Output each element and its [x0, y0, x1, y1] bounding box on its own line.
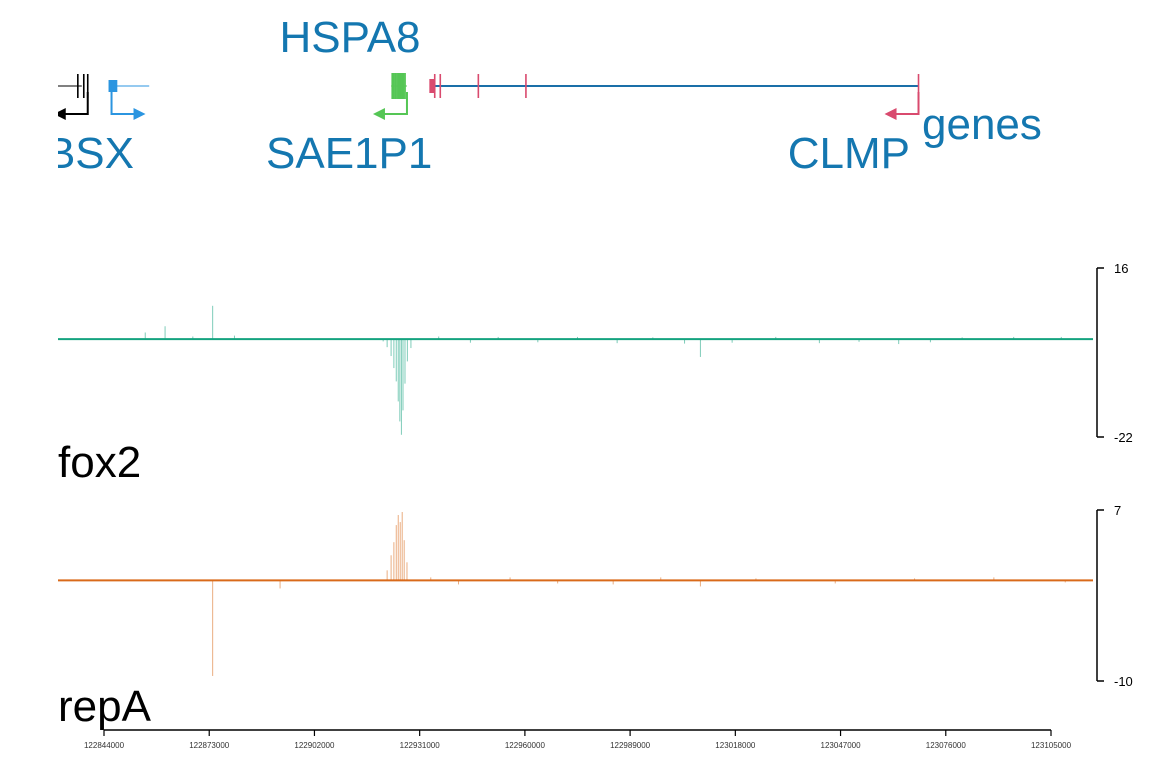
- gene-track: BSX HSPA8 SAE1P1 CLMP: [46, 13, 920, 178]
- strand-arrowhead-hspa8: [372, 108, 385, 120]
- exon: [400, 73, 403, 99]
- exon: [77, 74, 79, 98]
- gene-label-sae1p1: SAE1P1: [266, 129, 432, 178]
- track-fox2: 16 -22 fox2: [58, 261, 1133, 487]
- y-tick-label-min: -22: [1114, 430, 1133, 445]
- x-tick-label: 122873000: [189, 741, 230, 750]
- exon: [404, 73, 406, 99]
- x-tick-label: 122960000: [505, 741, 546, 750]
- track-label-repa: repA: [58, 682, 152, 731]
- y-tick-label-max: 7: [1114, 503, 1121, 518]
- gene-track-title: genes: [922, 100, 1042, 149]
- x-tick-label: 122844000: [84, 741, 125, 750]
- exon: [402, 73, 405, 99]
- strand-arrow-sae1p1: [110, 92, 138, 115]
- x-tick-label: 123047000: [821, 741, 862, 750]
- exon: [394, 73, 397, 99]
- x-tick-label: 122931000: [400, 741, 441, 750]
- y-tick-label-max: 16: [1114, 261, 1128, 276]
- track-label-fox2: fox2: [58, 438, 141, 487]
- strand-arrowhead-clmp: [884, 108, 897, 120]
- track-repa: 7 -10 repA: [58, 503, 1133, 731]
- exon: [82, 74, 85, 98]
- strand-arrowhead-sae1p1: [133, 108, 146, 120]
- exon: [429, 79, 436, 93]
- exon: [86, 74, 89, 98]
- gene-label-hspa8: HSPA8: [279, 13, 420, 62]
- gene-label-clmp: CLMP: [788, 129, 910, 178]
- exon: [917, 74, 920, 98]
- x-axis: 122844000 122873000 122902000 122931000 1229…: [84, 729, 1072, 750]
- y-tick-label-min: -10: [1114, 674, 1133, 689]
- x-tick-label: 123018000: [715, 741, 756, 750]
- x-tick-label: 122902000: [294, 741, 335, 750]
- x-tick-label: 122989000: [610, 741, 651, 750]
- strand-arrow-clmp: [892, 92, 920, 115]
- strand-arrow-hspa8: [380, 92, 408, 115]
- exon: [391, 73, 394, 99]
- signal-tracks: 16 -22 fox2 7 -10 repA: [58, 261, 1133, 731]
- exon: [111, 80, 118, 92]
- exon: [439, 74, 442, 98]
- strand-arrow-bsx: [61, 92, 89, 115]
- exon: [477, 74, 480, 98]
- exon: [433, 74, 436, 98]
- strand-arrowhead-bsx: [58, 108, 66, 120]
- exon: [396, 73, 398, 99]
- exon: [399, 73, 402, 99]
- x-tick-label: 123076000: [926, 741, 967, 750]
- exon: [525, 74, 527, 98]
- gene-label-bsx: BSX: [46, 129, 134, 178]
- exon: [397, 73, 400, 99]
- x-tick-label: 123105000: [1031, 741, 1072, 750]
- exon: [392, 73, 395, 99]
